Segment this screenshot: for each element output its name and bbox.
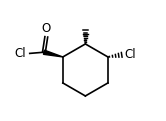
Text: Cl: Cl	[14, 47, 26, 60]
Text: O: O	[42, 22, 51, 35]
Text: Cl: Cl	[124, 48, 136, 61]
Polygon shape	[43, 50, 63, 57]
